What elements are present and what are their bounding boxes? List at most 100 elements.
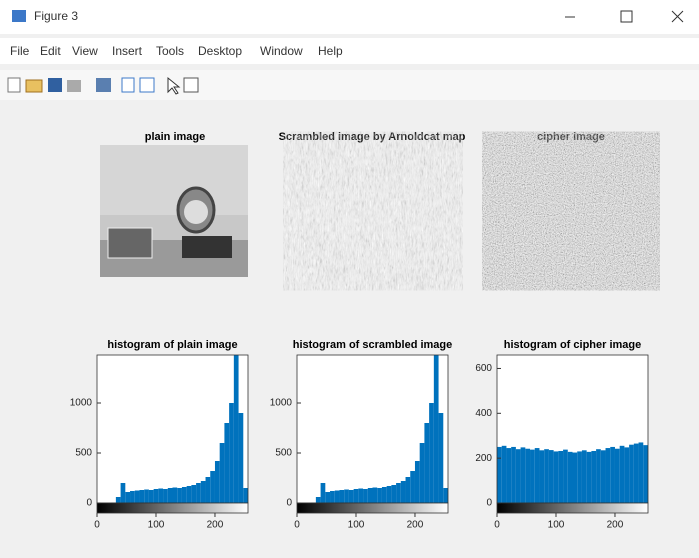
histogram-bar — [530, 450, 535, 503]
histogram-bar — [335, 491, 340, 504]
histogram-bar — [539, 450, 544, 503]
histogram-bar — [173, 488, 178, 504]
menu-item[interactable]: Window — [260, 44, 303, 58]
y-tick-label: 400 — [475, 408, 492, 419]
histogram-bar — [316, 497, 321, 503]
new-icon[interactable] — [8, 78, 20, 92]
histogram-bar — [121, 483, 126, 503]
y-tick-label: 600 — [475, 363, 492, 374]
colorbar-icon[interactable] — [122, 78, 134, 92]
histogram-bar — [116, 497, 121, 503]
menu-item[interactable]: Desktop — [198, 44, 242, 58]
histogram-bar — [210, 471, 215, 503]
page: Figure 3 FileEditViewInsertToolsDesktopW… — [0, 0, 699, 553]
histogram-bar — [201, 481, 206, 503]
histogram-bar — [410, 471, 415, 503]
histogram-bar — [325, 492, 330, 503]
histogram-bar — [582, 450, 587, 503]
menu-item[interactable]: File — [10, 44, 30, 58]
histogram-bar — [634, 444, 639, 503]
y-tick-label: 1000 — [270, 398, 293, 409]
histogram-bar — [558, 451, 563, 503]
image-title: Scrambled image by Arnoldcat map — [279, 131, 466, 143]
x-tick-label: 100 — [548, 520, 565, 531]
plot-browser-icon[interactable] — [184, 78, 198, 92]
link-icon[interactable] — [96, 78, 111, 92]
histogram-bar — [591, 451, 596, 503]
y-tick-label: 500 — [275, 448, 292, 459]
histogram-bar — [354, 489, 359, 503]
histogram-bar — [521, 447, 526, 503]
menu-item[interactable]: Help — [318, 44, 343, 58]
image-title: cipher image — [537, 131, 605, 143]
histogram-bar — [168, 488, 173, 503]
menu-item[interactable]: View — [72, 44, 98, 58]
histogram-bar — [549, 450, 554, 503]
histogram-bar — [497, 447, 502, 503]
y-tick-label: 0 — [486, 498, 492, 509]
histogram-bar — [239, 413, 244, 503]
histogram-title: histogram of scrambled image — [293, 339, 453, 351]
histogram-bar — [339, 490, 344, 503]
x-tick-label: 200 — [607, 520, 624, 531]
histogram-bar — [377, 488, 382, 503]
histogram-bar — [587, 452, 592, 503]
toolbar — [0, 70, 699, 100]
histogram-bar — [224, 423, 229, 503]
histogram-bar — [234, 355, 239, 503]
legend-icon[interactable] — [140, 78, 154, 92]
histogram-bar — [429, 403, 434, 503]
histogram-bar — [415, 461, 420, 503]
histogram-bar — [125, 492, 130, 503]
histogram-bar — [511, 447, 516, 503]
open-icon[interactable] — [26, 80, 42, 92]
colorbar — [297, 503, 448, 513]
x-tick-label: 200 — [207, 520, 224, 531]
histogram-bar — [639, 442, 644, 503]
x-tick-label: 0 — [294, 520, 300, 531]
histogram-bar — [568, 452, 573, 503]
save-icon[interactable] — [48, 78, 62, 92]
histogram-bar — [544, 449, 549, 503]
histogram-bar — [215, 461, 220, 503]
histogram-bar — [139, 490, 144, 503]
histogram-title: histogram of cipher image — [504, 339, 642, 351]
histogram-bar — [191, 485, 196, 503]
histogram-bar — [144, 490, 149, 504]
x-tick-label: 0 — [494, 520, 500, 531]
histogram-bar — [624, 447, 629, 503]
histogram-bar — [163, 489, 168, 503]
menu-items: File Edit View Insert Tools Desktop Window Help — [10, 44, 343, 58]
print-icon[interactable] — [67, 80, 81, 92]
histogram-bar — [358, 489, 363, 504]
histogram-bar — [506, 448, 511, 503]
histogram-bar — [135, 491, 140, 504]
menu-item[interactable]: Tools — [156, 44, 184, 58]
histogram-bar — [439, 413, 444, 503]
y-tick-label: 0 — [286, 498, 292, 509]
y-tick-label: 1000 — [70, 398, 93, 409]
x-tick-label: 0 — [94, 520, 100, 531]
histogram-bar — [229, 403, 234, 503]
figure-window: Figure 3 FileEditViewInsertToolsDesktopW… — [0, 0, 699, 553]
histogram-bar — [406, 477, 411, 503]
histogram-bar — [401, 481, 406, 503]
menu-item[interactable]: Insert — [112, 44, 143, 58]
histogram-bar — [535, 448, 540, 503]
menu-bar — [0, 38, 699, 64]
histogram-bar — [382, 487, 387, 503]
histogram-bar — [502, 446, 507, 503]
histogram-bar — [424, 423, 429, 503]
menu-item[interactable]: Edit — [40, 44, 61, 58]
histogram-bar — [196, 483, 201, 503]
histogram-bar — [563, 450, 568, 503]
histogram-bar — [321, 483, 326, 503]
histogram-bar — [158, 489, 163, 504]
histogram-bar — [396, 483, 401, 503]
x-tick-label: 200 — [407, 520, 424, 531]
x-tick-label: 100 — [348, 520, 365, 531]
x-tick-label: 100 — [148, 520, 165, 531]
histogram-bar — [516, 449, 521, 503]
histogram-bar — [206, 477, 211, 503]
histogram-bar — [368, 488, 373, 503]
